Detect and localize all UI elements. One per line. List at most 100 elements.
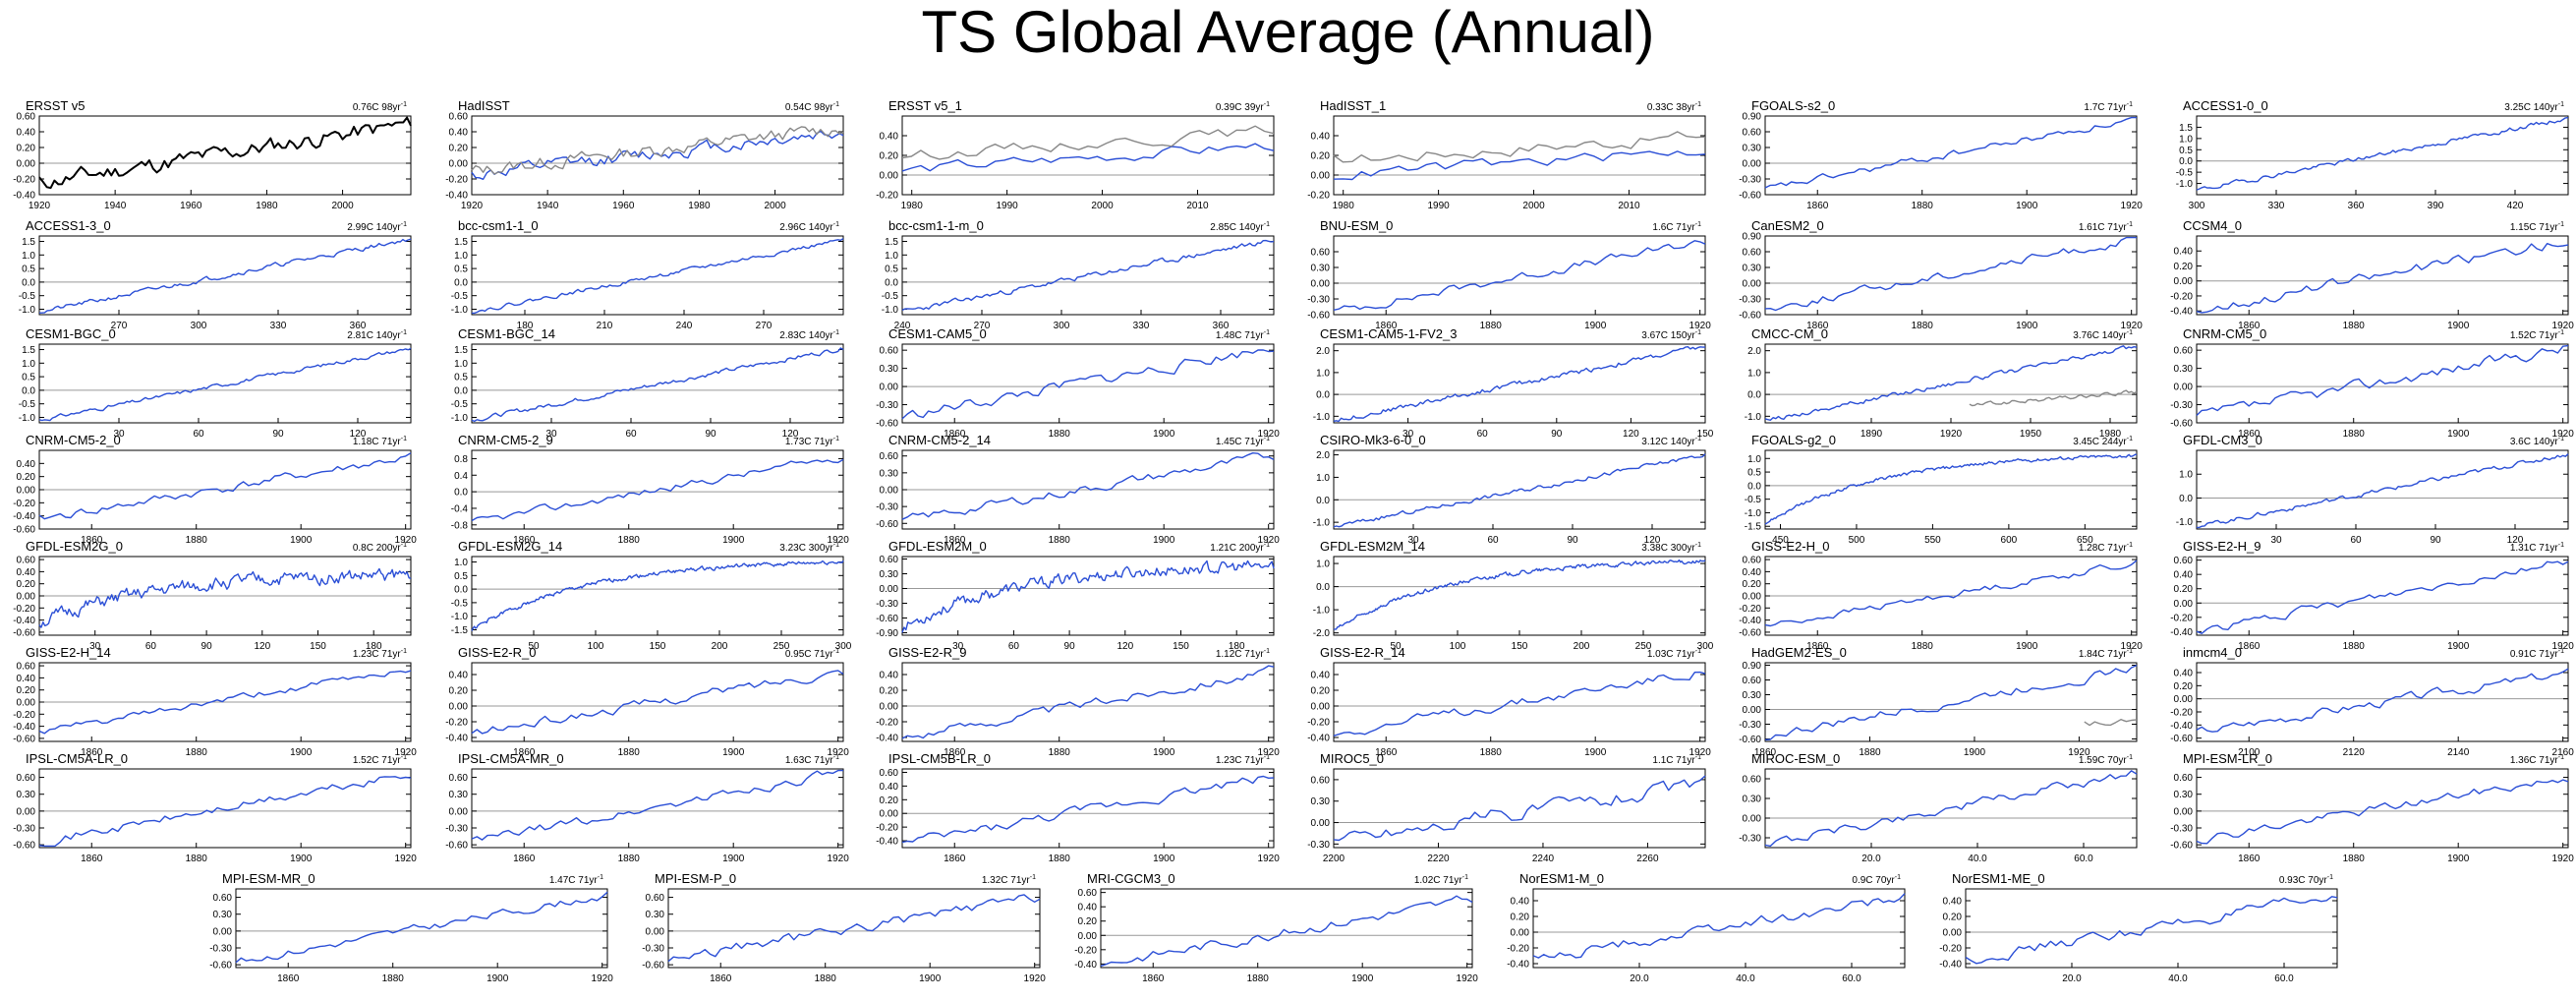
trend-label: 1.36C 71yr-1 xyxy=(2510,754,2564,766)
series-line xyxy=(1764,664,2138,741)
panel-title: MPI-ESM-LR_0 xyxy=(2183,751,2272,766)
x-tick-label: 1920 xyxy=(1258,747,1281,758)
y-tick-label: 0.60 xyxy=(1743,676,1762,686)
trend-label: 1.73C 71yr-1 xyxy=(785,436,839,447)
y-tick-label: -0.40 xyxy=(876,734,898,744)
x-tick-label: 1860 xyxy=(944,854,966,864)
trend-exponent: -1 xyxy=(1695,542,1701,549)
x-tick-label: 1900 xyxy=(1153,747,1175,758)
x-tick-label: 1920 xyxy=(1689,747,1712,758)
x-tick-label: 1900 xyxy=(1351,973,1374,984)
x-tick-label: 60 xyxy=(1477,429,1489,440)
panel-title: BNU-ESM_0 xyxy=(1320,218,1393,233)
y-tick-label: -0.4 xyxy=(451,503,469,514)
x-tick-label: 330 xyxy=(270,321,287,331)
panel-title: CESM1-CAM5_0 xyxy=(888,326,987,341)
y-tick-label: 0.20 xyxy=(2174,584,2194,595)
trend-exponent: -1 xyxy=(2127,101,2133,108)
panel-title: CanESM2_0 xyxy=(1751,218,1824,233)
trend-label: 1.6C 71yr-1 xyxy=(1652,221,1701,233)
trend-exponent: -1 xyxy=(2558,436,2564,442)
chart-panel: HadISST_1 0.33C 38yr-10.400.200.00-0.2019… xyxy=(1307,98,1706,211)
y-tick-label: 0.20 xyxy=(2174,681,2194,692)
y-tick-label: 0.00 xyxy=(880,383,899,393)
trend-exponent: -1 xyxy=(833,436,839,442)
panel-title: ERSST v5_1 xyxy=(888,98,962,113)
trend-exponent: -1 xyxy=(1695,754,1701,761)
trend-exponent: -1 xyxy=(401,648,407,655)
x-tick-label: 120 xyxy=(1623,429,1639,440)
y-tick-label: -0.60 xyxy=(1739,191,1761,202)
y-tick-label: -0.40 xyxy=(445,191,468,202)
y-tick-label: -0.30 xyxy=(876,400,898,411)
y-tick-label: -1.0 xyxy=(2176,517,2194,528)
y-tick-label: 1.5 xyxy=(22,237,35,248)
series-line xyxy=(901,665,1275,739)
y-tick-label: 0.60 xyxy=(1078,888,1098,899)
y-tick-label: 1.0 xyxy=(22,251,35,262)
x-tick-label: 2160 xyxy=(2552,747,2575,758)
x-tick-label: 1900 xyxy=(2016,201,2038,211)
y-tick-label: 0.30 xyxy=(213,910,233,920)
x-tick-label: 1920 xyxy=(1024,973,1047,984)
trend-label: 1.52C 71yr-1 xyxy=(2510,329,2564,341)
trend-exponent: -1 xyxy=(833,648,839,655)
x-tick-label: 550 xyxy=(1924,535,1941,546)
x-tick-label: 60 xyxy=(193,429,204,440)
trend-label: 1.61C 71yr-1 xyxy=(2079,221,2133,233)
panel-title: IPSL-CM5A-LR_0 xyxy=(26,751,128,766)
series-line xyxy=(38,567,412,628)
y-tick-label: -0.30 xyxy=(642,944,664,955)
panel-frame xyxy=(901,235,1275,316)
x-tick-label: 1880 xyxy=(1480,747,1503,758)
x-tick-label: 2220 xyxy=(1427,854,1450,864)
x-tick-label: 1920 xyxy=(461,201,484,211)
y-tick-label: -0.20 xyxy=(13,710,35,721)
y-tick-label: -0.60 xyxy=(1739,311,1761,322)
series-line xyxy=(2196,779,2569,845)
chart-panel: NorESM1-ME_0 0.93C 70yr-1 0.40 0.20 0.00 -0.2… xyxy=(1939,871,2338,984)
panel-frame xyxy=(38,235,412,316)
trend-exponent: -1 xyxy=(833,221,839,228)
x-tick-label: 120 xyxy=(350,429,367,440)
x-tick-label: 200 xyxy=(712,641,728,652)
trend-exponent: -1 xyxy=(833,329,839,336)
panel-frame xyxy=(2196,449,2569,530)
y-tick-label: -0.30 xyxy=(2170,824,2193,835)
y-tick-label: 0.40 xyxy=(17,567,36,578)
y-tick-label: -0.60 xyxy=(876,519,898,530)
page-title: TS Global Average (Annual) xyxy=(921,0,1655,65)
x-tick-label: 120 xyxy=(1116,641,1133,652)
panel-title: GISS-E2-H_0 xyxy=(1751,539,1829,554)
chart-panel: CanESM2_0 1.61C 71yr-1 0.90 0.60 0.30 0.00 -0.… xyxy=(1739,218,2143,331)
panel-title: bcc-csm1-1-m_0 xyxy=(888,218,984,233)
x-tick-label: 1880 xyxy=(618,535,641,546)
chart-panel: FGOALS-g2_0 3.45C 244yr-1 1.0 0.5 0.0 -0.5 -1.… xyxy=(1745,433,2138,546)
x-tick-label: 1990 xyxy=(1427,201,1450,211)
x-tick-label: 1920 xyxy=(828,747,850,758)
panel-title: CMCC-CM_0 xyxy=(1751,326,1828,341)
y-tick-label: -0.20 xyxy=(1307,718,1330,729)
trend-exponent: -1 xyxy=(2127,221,2133,228)
series-line xyxy=(471,130,844,181)
series-line xyxy=(38,670,412,735)
trend-label: 3.76C 140yr-1 xyxy=(2073,329,2133,341)
x-tick-label: 1860 xyxy=(1142,973,1165,984)
trend-exponent: -1 xyxy=(401,101,407,108)
chart-panel: CSIRO-Mk3-6-0_0 3.12C 140yr-1 2.0 1.0 0.0 -1.… xyxy=(1313,433,1706,546)
y-tick-label: -1.0 xyxy=(451,612,469,622)
x-tick-label: 1920 xyxy=(2068,747,2090,758)
x-tick-label: 360 xyxy=(1213,321,1230,331)
trend-exponent: -1 xyxy=(1462,874,1468,881)
trend-exponent: -1 xyxy=(2558,648,2564,655)
y-tick-label: -0.40 xyxy=(13,722,35,733)
y-tick-label: 0.40 xyxy=(880,671,899,681)
x-tick-label: 1920 xyxy=(1258,854,1281,864)
y-tick-label: 0.00 xyxy=(213,926,233,937)
x-tick-label: 60 xyxy=(1487,535,1499,546)
series-line xyxy=(235,891,608,964)
series-line xyxy=(1764,116,2137,189)
panel-frame xyxy=(901,343,1275,424)
series-line xyxy=(471,458,844,522)
